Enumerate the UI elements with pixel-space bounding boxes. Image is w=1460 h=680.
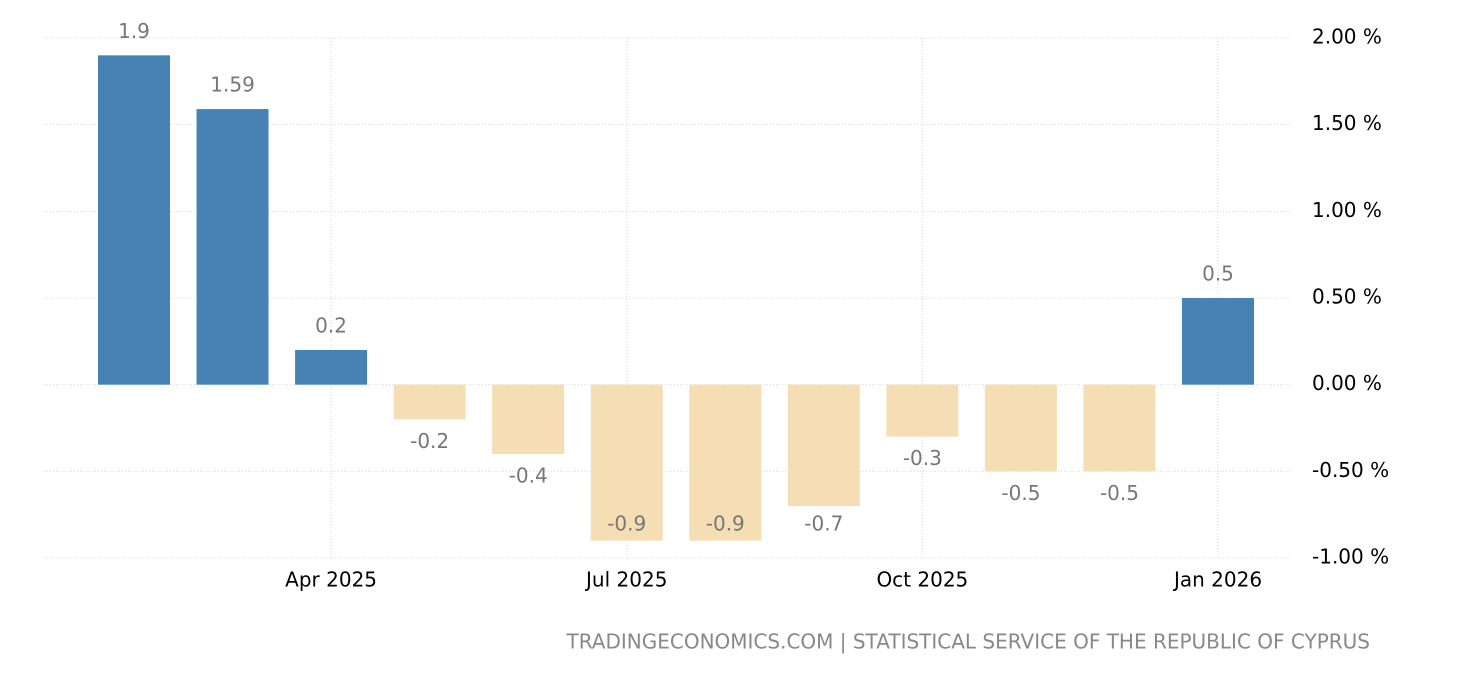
y-tick-label: -0.50 % bbox=[1312, 458, 1389, 482]
x-tick-label: Oct 2025 bbox=[876, 568, 968, 592]
bar bbox=[590, 384, 663, 541]
y-tick-label: 0.00 % bbox=[1312, 371, 1382, 395]
value-label: -0.7 bbox=[804, 512, 843, 536]
x-tick-label: Jan 2026 bbox=[1172, 568, 1262, 592]
value-label: -0.5 bbox=[1100, 481, 1139, 505]
x-tick-label: Apr 2025 bbox=[285, 568, 377, 592]
value-label: -0.3 bbox=[903, 446, 942, 470]
value-label: 1.59 bbox=[210, 73, 255, 97]
value-label: 0.5 bbox=[1202, 262, 1234, 286]
bar bbox=[984, 384, 1057, 472]
bar bbox=[886, 384, 959, 437]
y-tick-label: -1.00 % bbox=[1312, 545, 1389, 569]
bar bbox=[98, 55, 170, 385]
y-tick-label: 2.00 % bbox=[1312, 25, 1382, 49]
bar bbox=[1182, 298, 1254, 385]
y-tick-label: 0.50 % bbox=[1312, 285, 1382, 309]
y-tick-label: 1.00 % bbox=[1312, 198, 1382, 222]
value-label: 1.9 bbox=[118, 19, 150, 43]
value-label: -0.2 bbox=[410, 429, 449, 453]
bar bbox=[1083, 384, 1156, 472]
bar bbox=[787, 384, 860, 506]
bar bbox=[492, 384, 565, 454]
bar bbox=[295, 350, 368, 385]
bar bbox=[196, 109, 269, 385]
y-tick-label: 1.50 % bbox=[1312, 111, 1382, 135]
bar bbox=[689, 384, 762, 541]
source: TRADINGECONOMICS.COM | STATISTICAL SERVI… bbox=[565, 630, 1370, 654]
value-label: -0.4 bbox=[509, 464, 548, 488]
bar bbox=[393, 384, 466, 420]
x-tick-label: Jul 2025 bbox=[584, 568, 667, 592]
value-label: -0.5 bbox=[1001, 481, 1040, 505]
value-label: -0.9 bbox=[706, 512, 745, 536]
value-label: -0.9 bbox=[607, 512, 646, 536]
value-label: 0.2 bbox=[315, 314, 347, 338]
